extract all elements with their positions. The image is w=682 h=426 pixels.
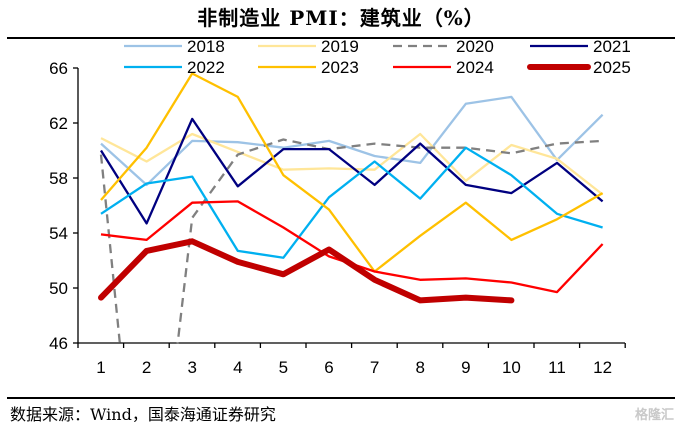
x-tick-label: 11 — [548, 358, 566, 377]
series-line-2020 — [99, 138, 603, 344]
legend-label-2020: 2020 — [456, 37, 494, 56]
x-tick-label: 12 — [593, 358, 612, 377]
y-tick-label: 46 — [49, 334, 68, 353]
y-tick-label: 66 — [49, 59, 68, 78]
y-tick-label: 50 — [49, 279, 68, 298]
y-tick-label: 54 — [49, 224, 68, 243]
y-tick-label: 58 — [49, 169, 68, 188]
x-tick-label: 4 — [233, 358, 242, 377]
legend-item-2025: 2025 — [527, 58, 631, 77]
watermark-logo: 格隆汇 — [634, 408, 674, 423]
source-note: 数据来源：Wind，国泰海通证券研究 — [10, 405, 276, 424]
legend-item-2021: 2021 — [530, 37, 631, 56]
series-line-2018 — [100, 95, 604, 187]
legend-item-2023: 2023 — [258, 58, 359, 77]
legend-label-2019: 2019 — [321, 37, 359, 56]
y-tick-label: 62 — [49, 114, 68, 133]
x-tick-label: 5 — [279, 358, 288, 377]
legend-item-2024: 2024 — [393, 58, 494, 77]
bottom-divider — [7, 397, 675, 399]
legend-item-2018: 2018 — [124, 37, 225, 56]
legend: 2018 2019 2020 2021 2022 2023 2024 2025 — [124, 37, 631, 77]
series-line-2023 — [100, 72, 604, 273]
legend-item-2019: 2019 — [258, 37, 359, 56]
legend-label-2022: 2022 — [187, 58, 225, 77]
series-line-2019 — [100, 132, 604, 196]
top-divider — [7, 37, 675, 39]
series-layer — [98, 72, 604, 344]
legend-label-2025: 2025 — [593, 58, 631, 77]
series-line-2025 — [98, 238, 515, 304]
x-tick-label: 7 — [370, 358, 379, 377]
x-tick-label: 3 — [187, 358, 196, 377]
x-tick-label: 9 — [461, 358, 470, 377]
x-tick-label: 10 — [502, 358, 521, 377]
x-tick-label: 6 — [324, 358, 333, 377]
legend-label-2024: 2024 — [456, 58, 494, 77]
legend-label-2023: 2023 — [321, 58, 359, 77]
legend-label-2018: 2018 — [187, 37, 225, 56]
legend-item-2022: 2022 — [124, 58, 225, 77]
x-tick-label: 1 — [96, 358, 105, 377]
legend-item-2020: 2020 — [393, 37, 494, 56]
series-line-2021 — [100, 117, 604, 225]
series-line-2022 — [100, 146, 603, 259]
x-tick-label: 8 — [415, 358, 424, 377]
x-tick-label: 2 — [142, 358, 151, 377]
chart-title: 非制造业 PMI：建筑业（%） — [197, 6, 485, 30]
legend-label-2021: 2021 — [593, 37, 631, 56]
